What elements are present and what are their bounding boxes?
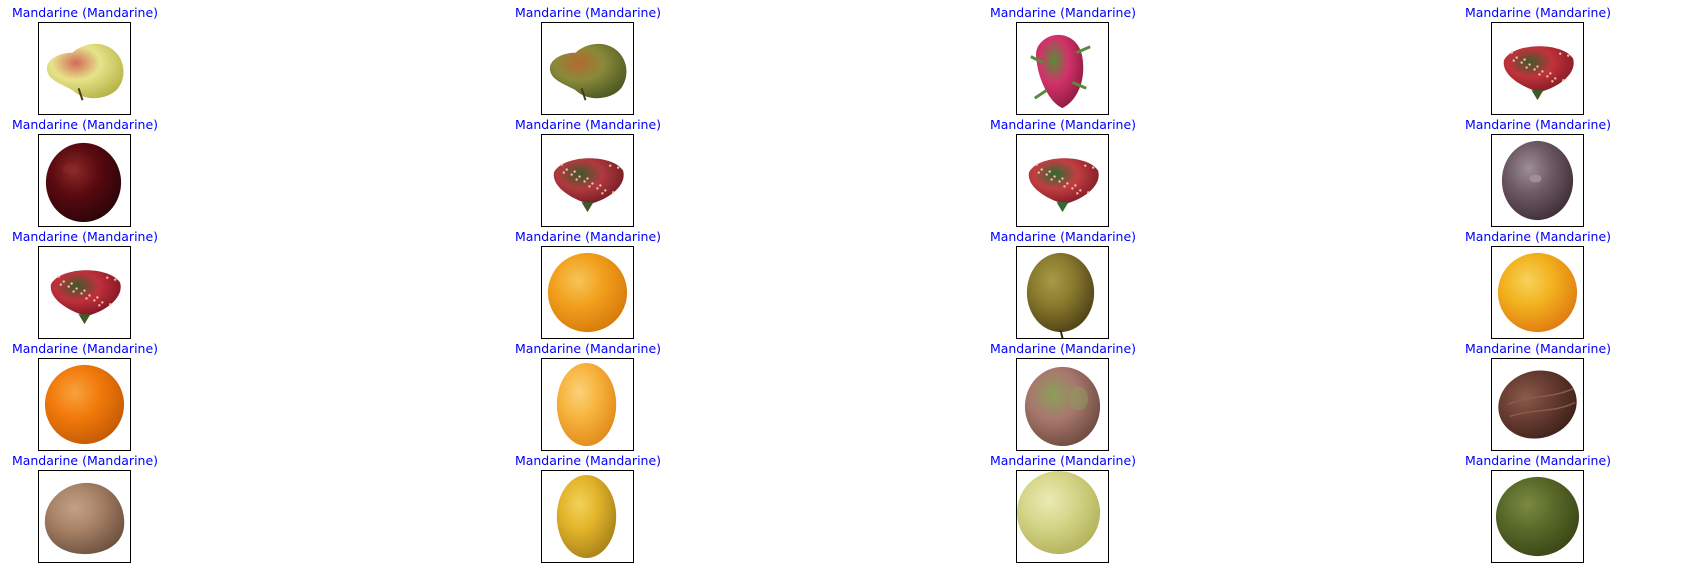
kiwi-icon [1026,252,1095,338]
pear-icon [46,43,124,101]
pomegranate-icon [1024,366,1101,447]
cell-title: Mandarine (Mandarine) [514,5,662,20]
potato-icon [44,482,125,555]
strawberry-icon [1028,158,1099,213]
cell-title: Mandarine (Mandarine) [11,453,159,468]
fruit-thumbnail [1016,358,1109,451]
plum-icon [1501,140,1574,221]
cell-title: Mandarine (Mandarine) [514,117,662,132]
cell-title: Mandarine (Mandarine) [989,5,1137,20]
grid-cell: Mandarine (Mandarine) [503,117,673,229]
grid-cell: Mandarine (Mandarine) [0,229,170,341]
fruit-thumbnail [38,134,131,227]
lime-icon [1495,476,1580,557]
fruit-thumbnail [541,470,634,563]
grid-cell: Mandarine (Mandarine) [1453,341,1623,453]
grid-cell: Mandarine (Mandarine) [0,117,170,229]
cell-title: Mandarine (Mandarine) [514,453,662,468]
fruit-thumbnail [1491,22,1584,115]
grid-cell: Mandarine (Mandarine) [0,453,170,565]
lemon-icon [556,362,617,447]
fruit-thumbnail [541,358,634,451]
fruit-thumbnail [38,470,131,563]
grid-cell: Mandarine (Mandarine) [978,453,1148,565]
cell-title: Mandarine (Mandarine) [11,117,159,132]
grid-cell: Mandarine (Mandarine) [1453,453,1623,565]
grape-icon [1017,471,1101,555]
grid-cell: Mandarine (Mandarine) [978,341,1148,453]
cell-title: Mandarine (Mandarine) [1464,453,1612,468]
grid-cell: Mandarine (Mandarine) [978,117,1148,229]
cell-title: Mandarine (Mandarine) [514,341,662,356]
fruit-thumbnail [1491,134,1584,227]
cell-title: Mandarine (Mandarine) [989,229,1137,244]
grid-cell: Mandarine (Mandarine) [503,453,673,565]
grid-cell: Mandarine (Mandarine) [503,229,673,341]
fruit-thumbnail [1491,358,1584,451]
fruit-thumbnail [1016,246,1109,339]
cell-title: Mandarine (Mandarine) [11,341,159,356]
cell-title: Mandarine (Mandarine) [11,5,159,20]
grid-cell: Mandarine (Mandarine) [1453,229,1623,341]
orange-icon [44,364,125,445]
fruit-thumbnail [1016,22,1109,115]
strawberry-icon [50,270,121,325]
cell-title: Mandarine (Mandarine) [989,341,1137,356]
fruit-thumbnail [38,246,131,339]
fruit-thumbnail [1016,470,1109,563]
grid-cell: Mandarine (Mandarine) [0,341,170,453]
grid-cell: Mandarine (Mandarine) [978,229,1148,341]
cell-title: Mandarine (Mandarine) [1464,117,1612,132]
grid-cell: Mandarine (Mandarine) [1453,117,1623,229]
fruit-thumbnail [1016,134,1109,227]
cell-title: Mandarine (Mandarine) [1464,229,1612,244]
coconut-icon [1498,370,1577,439]
dragonfruit-icon [1030,34,1091,109]
fruit-thumbnail [541,22,634,115]
fruit-thumbnail [541,134,634,227]
lemon-icon [556,474,617,559]
grid-cell: Mandarine (Mandarine) [503,341,673,453]
cell-title: Mandarine (Mandarine) [11,229,159,244]
cell-title: Mandarine (Mandarine) [1464,5,1612,20]
cherry-icon [45,142,122,223]
grid-cell: Mandarine (Mandarine) [1453,5,1623,117]
fruit-thumbnail [541,246,634,339]
fruit-thumbnail [38,358,131,451]
strawberry-icon [553,158,624,213]
fruit-thumbnail [1491,470,1584,563]
grid-cell: Mandarine (Mandarine) [0,5,170,117]
cell-title: Mandarine (Mandarine) [989,453,1137,468]
strawberry-icon [1503,46,1574,101]
orange-icon [547,252,628,333]
cell-title: Mandarine (Mandarine) [989,117,1137,132]
fruit-thumbnail [38,22,131,115]
grid-cell: Mandarine (Mandarine) [503,5,673,117]
grid-cell: Mandarine (Mandarine) [978,5,1148,117]
pear-icon [549,43,627,101]
cell-title: Mandarine (Mandarine) [514,229,662,244]
cell-title: Mandarine (Mandarine) [1464,341,1612,356]
fruit-thumbnail [1491,246,1584,339]
apricot-icon [1497,252,1578,333]
